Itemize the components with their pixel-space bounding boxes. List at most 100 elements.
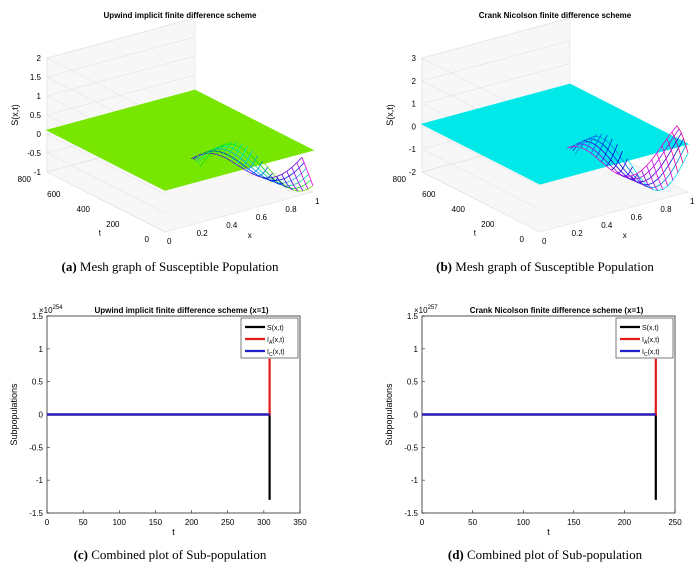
x-tick-label: 250 [221,518,235,527]
mesh-column [246,155,258,171]
x-tick-label: 0.8 [285,205,297,214]
x-tick-label: 50 [468,518,477,527]
x-axis-label: x [248,231,252,240]
mesh-column [271,177,283,185]
chart-a: 0 0.2 0.4 0.6 0.8 1 0 200 400 600 800-1 -0.5 0 0.5 1 1.… [10,11,320,246]
mesh-column [641,170,653,190]
z-tick-label: 1.5 [30,73,42,82]
z-tick-label: -1 [409,145,417,154]
chart-title: Upwind implicit finite difference scheme [104,11,257,20]
t-tick-label: 0 [145,235,150,244]
exponent-label: ×10254 [39,305,63,315]
mesh-column [666,138,679,173]
mesh-column [241,150,253,168]
x-tick-label: 0.8 [660,205,672,214]
z-tick-label: -2 [409,168,417,177]
z-tick-label: 0 [412,122,417,131]
mesh-column [256,166,268,177]
mesh-column [651,159,664,190]
z-axis-label: S(x,t) [10,104,20,126]
chart-c: 0 50 100 150 200 250 300 350 -1.5 -1 -0.5 0 0.5 1 1.5 t… [9,305,307,537]
mesh-column [646,165,659,191]
grid-line-z [46,17,196,119]
z-tick-label: -1 [34,168,42,177]
y-tick-label: 1.5 [407,312,419,321]
y-tick-label: 1 [414,345,419,354]
caption-c-text: Combined plot of Sub-population [91,547,267,562]
x-tick-label: 0.4 [226,221,238,230]
x-tick-label: 0 [167,237,172,246]
chart-d: 0 50 100 150 200 250 -1.5 -1 -0.5 0 0.5 1 1.5 t Subpop… [384,305,682,537]
caption-c: (c) Combined plot of Sub-population [20,547,320,563]
exponent-label: ×10257 [414,305,438,315]
caption-d-tag: (d) [447,547,464,562]
mesh-column [636,173,648,187]
x-tick-label: 0 [542,237,547,246]
caption-d-text: Combined plot of Sub-population [467,547,643,562]
t-tick-label: 600 [47,190,61,199]
caption-b-tag: (b) [436,259,453,274]
mesh-column [291,167,304,192]
caption-c-tag: (c) [73,547,89,562]
t-axis-label: t [474,229,477,238]
y-tick-label: -1 [411,476,419,485]
x-tick-label: 300 [257,518,271,527]
mesh-column [580,137,593,148]
x-tick-label: 0 [45,518,50,527]
caption-b-text: Mesh graph of Susceptible Population [455,259,654,274]
t-tick-label: 200 [481,220,495,229]
y-tick-label: -0.5 [29,443,43,452]
mesh-column [225,141,238,159]
z-tick-label: 1 [412,100,417,109]
x-axis-label: t [547,527,550,537]
chart-b: 0 0.2 0.4 0.6 0.8 1 0 200 400 600 800-2 -1 0 1 2 3 x t S(x… [385,11,695,246]
t-tick-label: 400 [77,205,91,214]
z-tick-label: 1 [37,92,42,101]
mesh-column [661,145,674,181]
x-tick-label: 50 [79,518,88,527]
y-tick-label: -1 [36,476,44,485]
mesh-column [611,150,623,171]
x-tick-label: 1 [315,197,320,206]
y-tick-label: 0 [39,411,44,420]
mesh-column [251,161,263,174]
legend-label: IA(x,t) [267,337,284,346]
legend-label: S(x,t) [267,325,284,332]
mesh-column [205,149,218,154]
mesh-column [626,174,638,180]
t-tick-label: 800 [18,175,32,184]
y-tick-label: -0.5 [404,443,418,452]
y-axis-label: Subpopulations [384,383,394,446]
legend-label: IC(x,t) [642,349,660,358]
legend-label: S(x,t) [642,325,659,332]
mesh-column [190,158,203,172]
x-tick-label: 250 [668,518,682,527]
t-tick-label: 600 [422,190,436,199]
x-tick-label: 0.2 [197,229,209,238]
caption-d: (d) Combined plot of Sub-population [395,547,695,563]
mesh-column [590,133,603,154]
y-tick-label: 1.5 [32,312,44,321]
x-tick-label: 150 [567,518,581,527]
y-tick-label: 1 [39,345,44,354]
legend-label: IA(x,t) [642,337,659,346]
z-tick-label: -0.5 [27,149,41,158]
chart-title: Crank Nicolson finite difference scheme [479,11,632,20]
x-tick-label: 0 [420,518,425,527]
t-axis-label: t [99,229,102,238]
mesh-column [195,155,208,164]
x-tick-label: 200 [185,518,199,527]
mesh-column [236,146,248,165]
x-tick-label: 350 [293,518,307,527]
t-tick-label: 200 [106,220,120,229]
mesh-column [565,147,578,160]
mesh-column [595,135,608,158]
z-axis-label: S(x,t) [385,104,395,126]
x-tick-label: 0.6 [631,213,643,222]
chart-title: Upwind implicit finite difference scheme… [94,306,268,315]
y-tick-label: 0.5 [407,378,419,387]
flat-surface [45,89,315,191]
y-axis-label: Subpopulations [9,383,19,446]
x-axis-label: t [172,527,175,537]
mesh-column [621,166,633,177]
